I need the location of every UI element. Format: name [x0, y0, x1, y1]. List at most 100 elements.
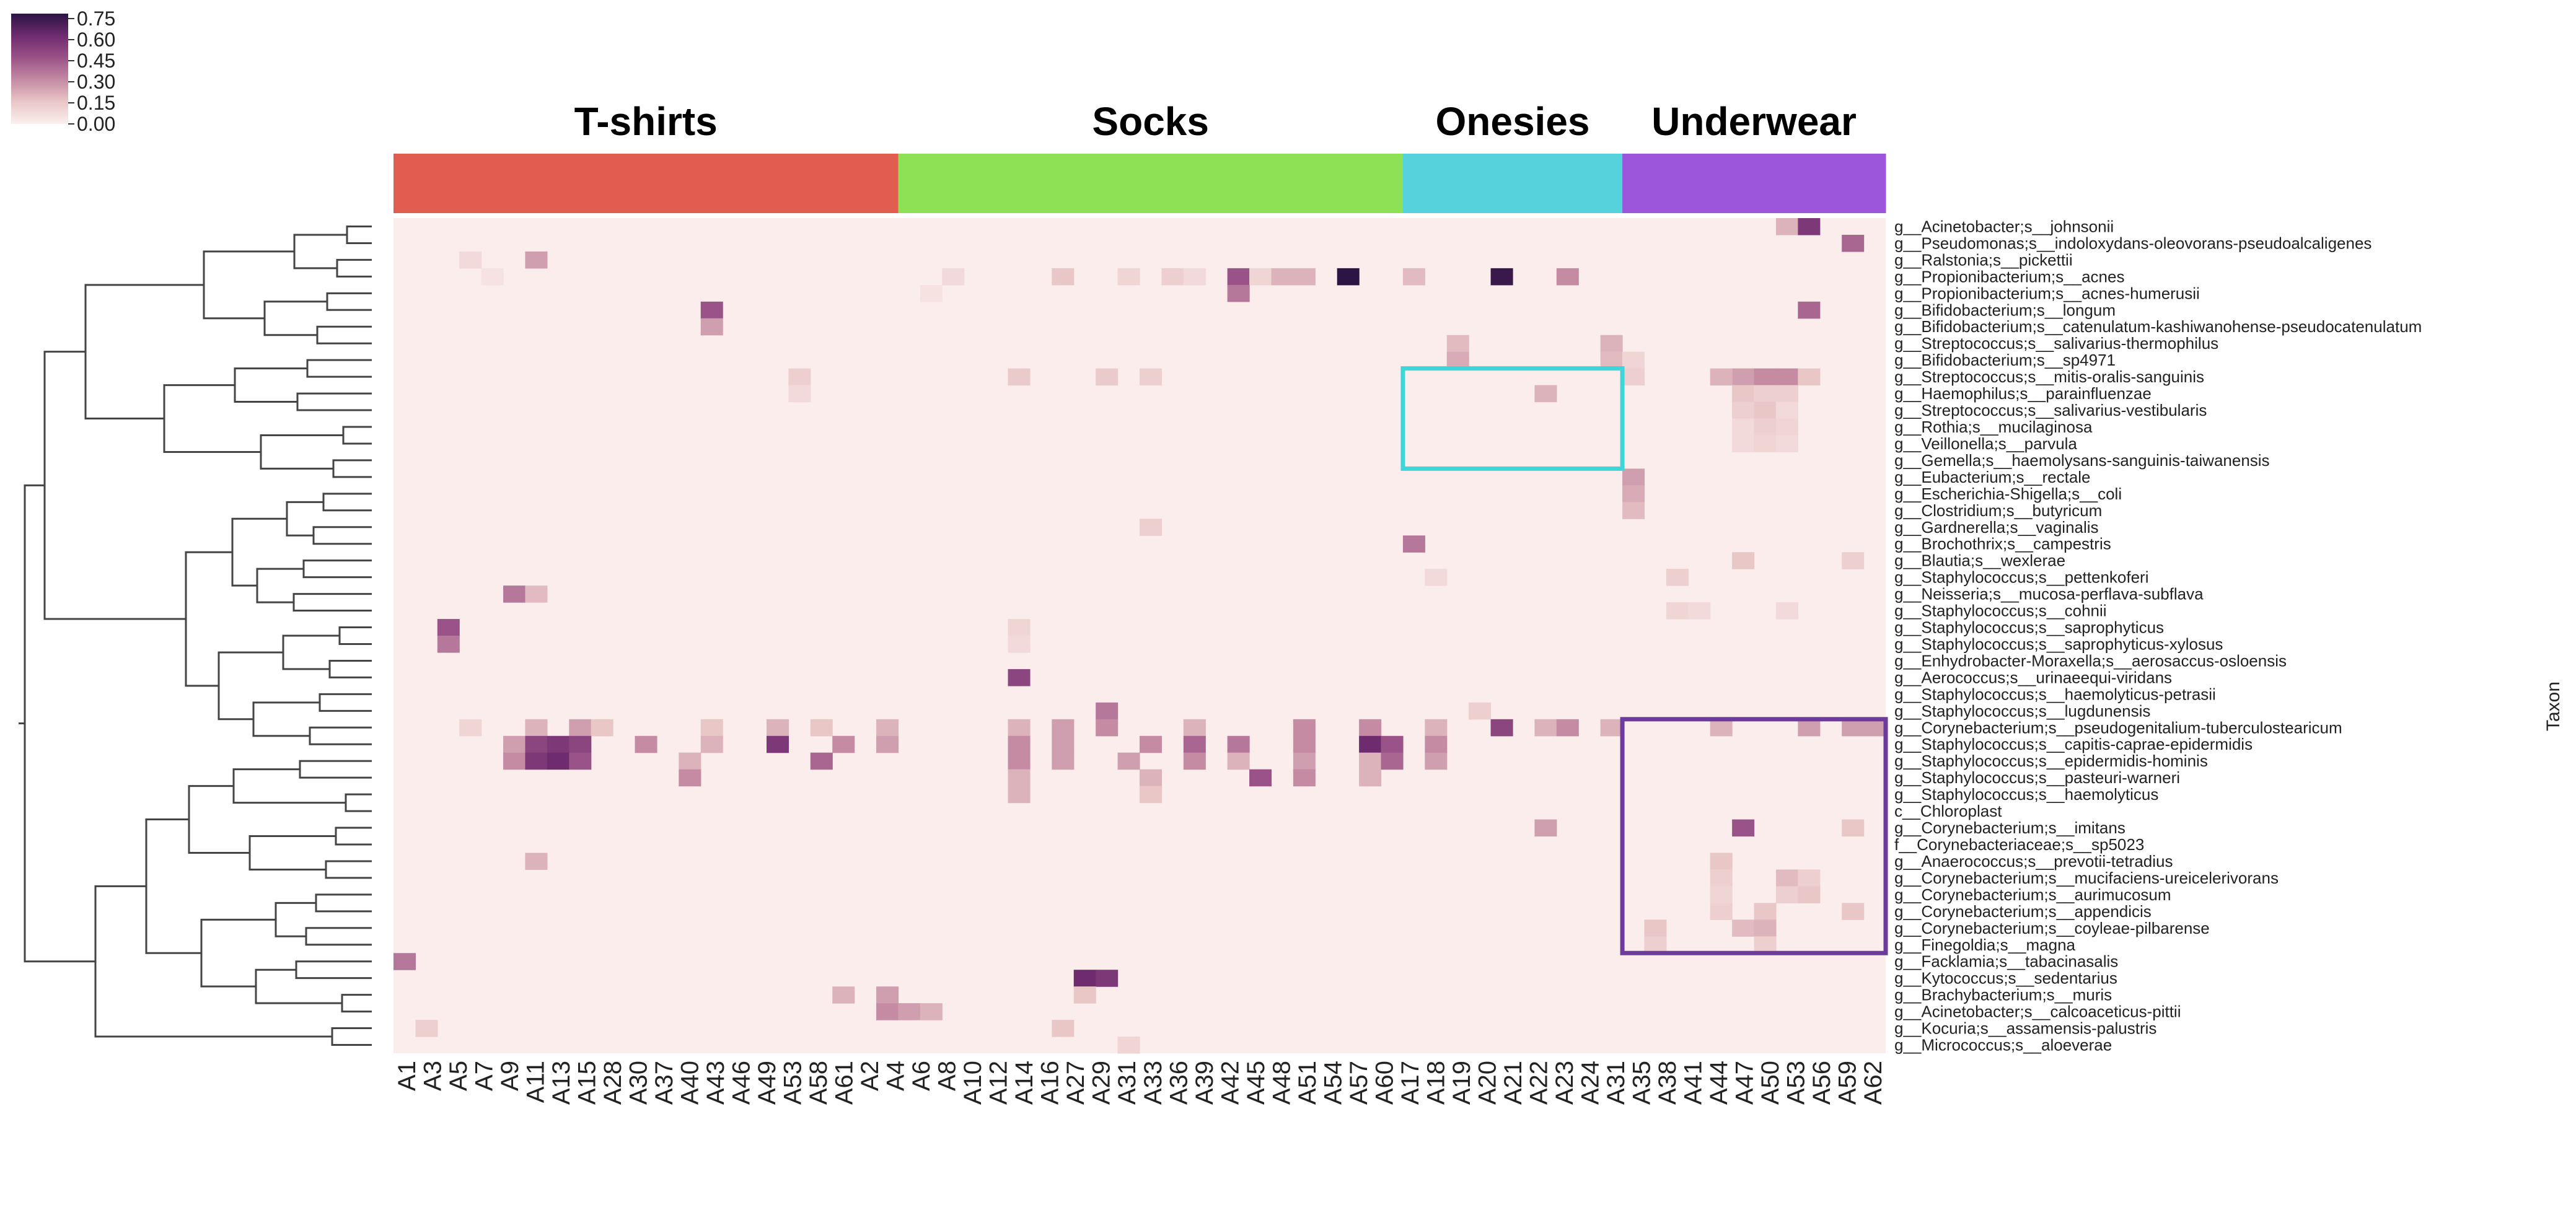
heatmap-cell — [1732, 919, 1755, 937]
taxon-label: g__Acinetobacter;s__calcoaceticus-pittii — [1894, 1002, 2181, 1021]
heatmap-cell — [1096, 970, 1119, 987]
heatmap-cell — [1249, 769, 1272, 787]
dendrogram-branch — [292, 593, 372, 612]
dendrogram-branch — [326, 292, 372, 311]
heatmap-cell — [591, 719, 613, 737]
sample-label: A6 — [908, 1061, 935, 1091]
taxon-label: g__Escherichia-Shigella;s__coli — [1894, 485, 2122, 503]
sample-label: A16 — [1037, 1061, 1064, 1105]
dendrogram-branch — [255, 968, 342, 1004]
heatmap-cell — [459, 719, 482, 737]
sample-label: A27 — [1062, 1061, 1089, 1105]
taxon-label: g__Corynebacterium;s__pseudogenitalium-t… — [1894, 718, 2342, 737]
heatmap-cell — [1446, 351, 1469, 369]
sample-label: A23 — [1551, 1061, 1578, 1105]
sample-label: A45 — [1242, 1061, 1270, 1105]
sample-label: A31 — [1602, 1061, 1630, 1105]
sample-label: A8 — [934, 1061, 961, 1091]
taxon-label: g__Facklamia;s__tabacinasalis — [1894, 952, 2118, 971]
heatmap-cell — [1008, 769, 1031, 787]
heatmap-cell — [1775, 401, 1798, 419]
heatmap-cell — [547, 752, 569, 770]
taxon-label: g__Clostridium;s__butyricum — [1894, 501, 2102, 520]
taxon-label: g__Aerococcus;s__urinaeequi-viridans — [1894, 668, 2172, 686]
taxon-label: c__Chloroplast — [1894, 802, 2002, 820]
sample-label: A17 — [1397, 1061, 1424, 1105]
colorbar-tick-label: 0.15 — [77, 92, 115, 114]
taxon-label: g__Gemella;s__haemolysans-sanguinis-taiw… — [1894, 451, 2270, 470]
dendrogram-branch — [342, 426, 372, 445]
sample-label: A14 — [1011, 1061, 1038, 1105]
sample-label: A61 — [831, 1061, 858, 1105]
sample-labels: A1A3A5A7A9A11A13A15A28A30A37A40A43A46A49… — [393, 1061, 1887, 1105]
heatmap-cell — [1381, 735, 1404, 753]
heatmap-cell — [1052, 1020, 1075, 1037]
dendrogram-branch — [275, 901, 316, 937]
heatmap-cell — [1402, 268, 1425, 286]
heatmap-cell — [1534, 819, 1557, 837]
heatmap-cell — [1775, 602, 1798, 620]
sample-label: A15 — [573, 1061, 600, 1105]
heatmap-cell — [1622, 468, 1645, 486]
heatmap-cell — [635, 735, 657, 753]
dendrogram-branch — [232, 768, 346, 804]
heatmap-cell — [503, 585, 526, 603]
dendrogram-branch — [200, 918, 276, 988]
heatmap-cell — [1666, 569, 1689, 586]
heatmap-cell — [1073, 986, 1096, 1004]
heatmap-cell — [1183, 735, 1206, 753]
heatmap-cell — [876, 735, 899, 753]
heatmap-cell — [1732, 819, 1755, 837]
heatmap-cell — [1425, 569, 1448, 586]
heatmap-cell — [1842, 552, 1865, 569]
heatmap-cell — [1227, 752, 1250, 770]
heatmap-cell — [1425, 719, 1448, 737]
sample-label: A40 — [676, 1061, 703, 1105]
heatmap-cell — [1798, 719, 1821, 737]
heatmap-cell — [1293, 268, 1316, 286]
heatmap-cell — [1008, 368, 1031, 386]
dendrogram-branch — [163, 384, 261, 453]
heatmap-cell — [700, 719, 723, 737]
heatmap-cell — [810, 719, 833, 737]
dendrogram-branch — [299, 760, 372, 779]
heatmap-cell — [1052, 268, 1075, 286]
highlight-box — [1620, 717, 1888, 955]
heatmap-cell — [1754, 418, 1777, 436]
taxon-label: g__Corynebacterium;s__imitans — [1894, 818, 2125, 837]
heatmap-cell — [1249, 268, 1272, 286]
group-color-bar — [393, 154, 1886, 213]
colorbar: 0.750.600.450.300.150.00 — [11, 7, 115, 135]
sample-label: A21 — [1500, 1061, 1527, 1105]
sample-label: A2 — [856, 1061, 884, 1091]
taxon-label: g__Propionibacterium;s__acnes-humerusii — [1894, 284, 2200, 302]
sample-label: A58 — [805, 1061, 832, 1105]
dendrogram-branch — [24, 484, 95, 963]
sample-label: A22 — [1526, 1061, 1553, 1105]
dendrogram-branch — [145, 818, 201, 954]
sample-label: A19 — [1448, 1061, 1475, 1105]
heatmap-cell — [1293, 769, 1316, 787]
heatmap-cell — [569, 719, 592, 737]
group-label: Underwear — [1651, 99, 1857, 144]
heatmap-cell — [569, 735, 592, 753]
dendrogram-branch — [260, 434, 343, 470]
taxon-label: g__Enhydrobacter-Moraxella;s__aerosaccus… — [1894, 651, 2287, 670]
heatmap-cell — [1754, 936, 1777, 954]
sample-label: A43 — [702, 1061, 729, 1105]
sample-label: A59 — [1834, 1061, 1862, 1105]
heatmap-cell — [1775, 869, 1798, 887]
sample-label: A3 — [419, 1061, 446, 1091]
dendrogram-branch — [331, 1027, 372, 1046]
heatmap-cell — [1359, 719, 1382, 737]
heatmap-cell — [437, 619, 460, 636]
heatmap-cell — [1096, 719, 1119, 737]
dendrogram-branch — [338, 626, 372, 645]
heatmap-cell — [459, 251, 482, 269]
dendrogram-branch — [346, 225, 372, 244]
sample-label: A53 — [1783, 1061, 1810, 1105]
heatmap-cell — [1008, 619, 1031, 636]
heatmap-cell — [525, 853, 548, 871]
heatmap-cell — [1710, 886, 1733, 903]
